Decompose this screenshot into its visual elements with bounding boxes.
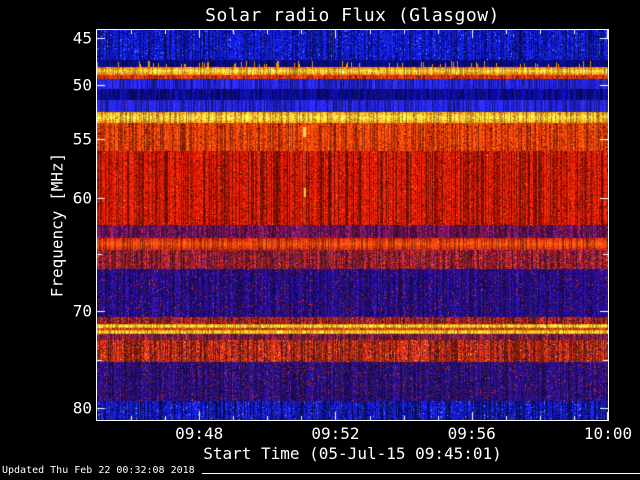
y-tick-label: 45 <box>72 28 92 48</box>
updated-timestamp: Updated Thu Feb 22 00:32:08 2018 <box>2 465 195 476</box>
x-tick-label: 09:48 <box>175 424 224 443</box>
chart-title: Solar radio Flux (Glasgow) <box>205 5 500 26</box>
spectrogram-canvas <box>97 30 608 420</box>
x-axis-label: Start Time (05-Jul-15 09:45:01) <box>203 444 502 463</box>
plot-frame <box>96 29 609 421</box>
y-axis-label: Frequency [MHz] <box>47 152 67 298</box>
x-tick-label: 09:52 <box>311 424 360 443</box>
x-tick-label: 10:00 <box>583 424 633 443</box>
y-tick-label: 70 <box>72 301 92 321</box>
bottom-rule <box>202 473 640 474</box>
x-tick-label: 09:56 <box>447 424 496 443</box>
y-tick-label: 80 <box>72 398 92 418</box>
y-tick-label: 50 <box>72 75 92 95</box>
y-tick-label: 60 <box>72 188 92 208</box>
y-tick-label: 55 <box>72 129 92 149</box>
